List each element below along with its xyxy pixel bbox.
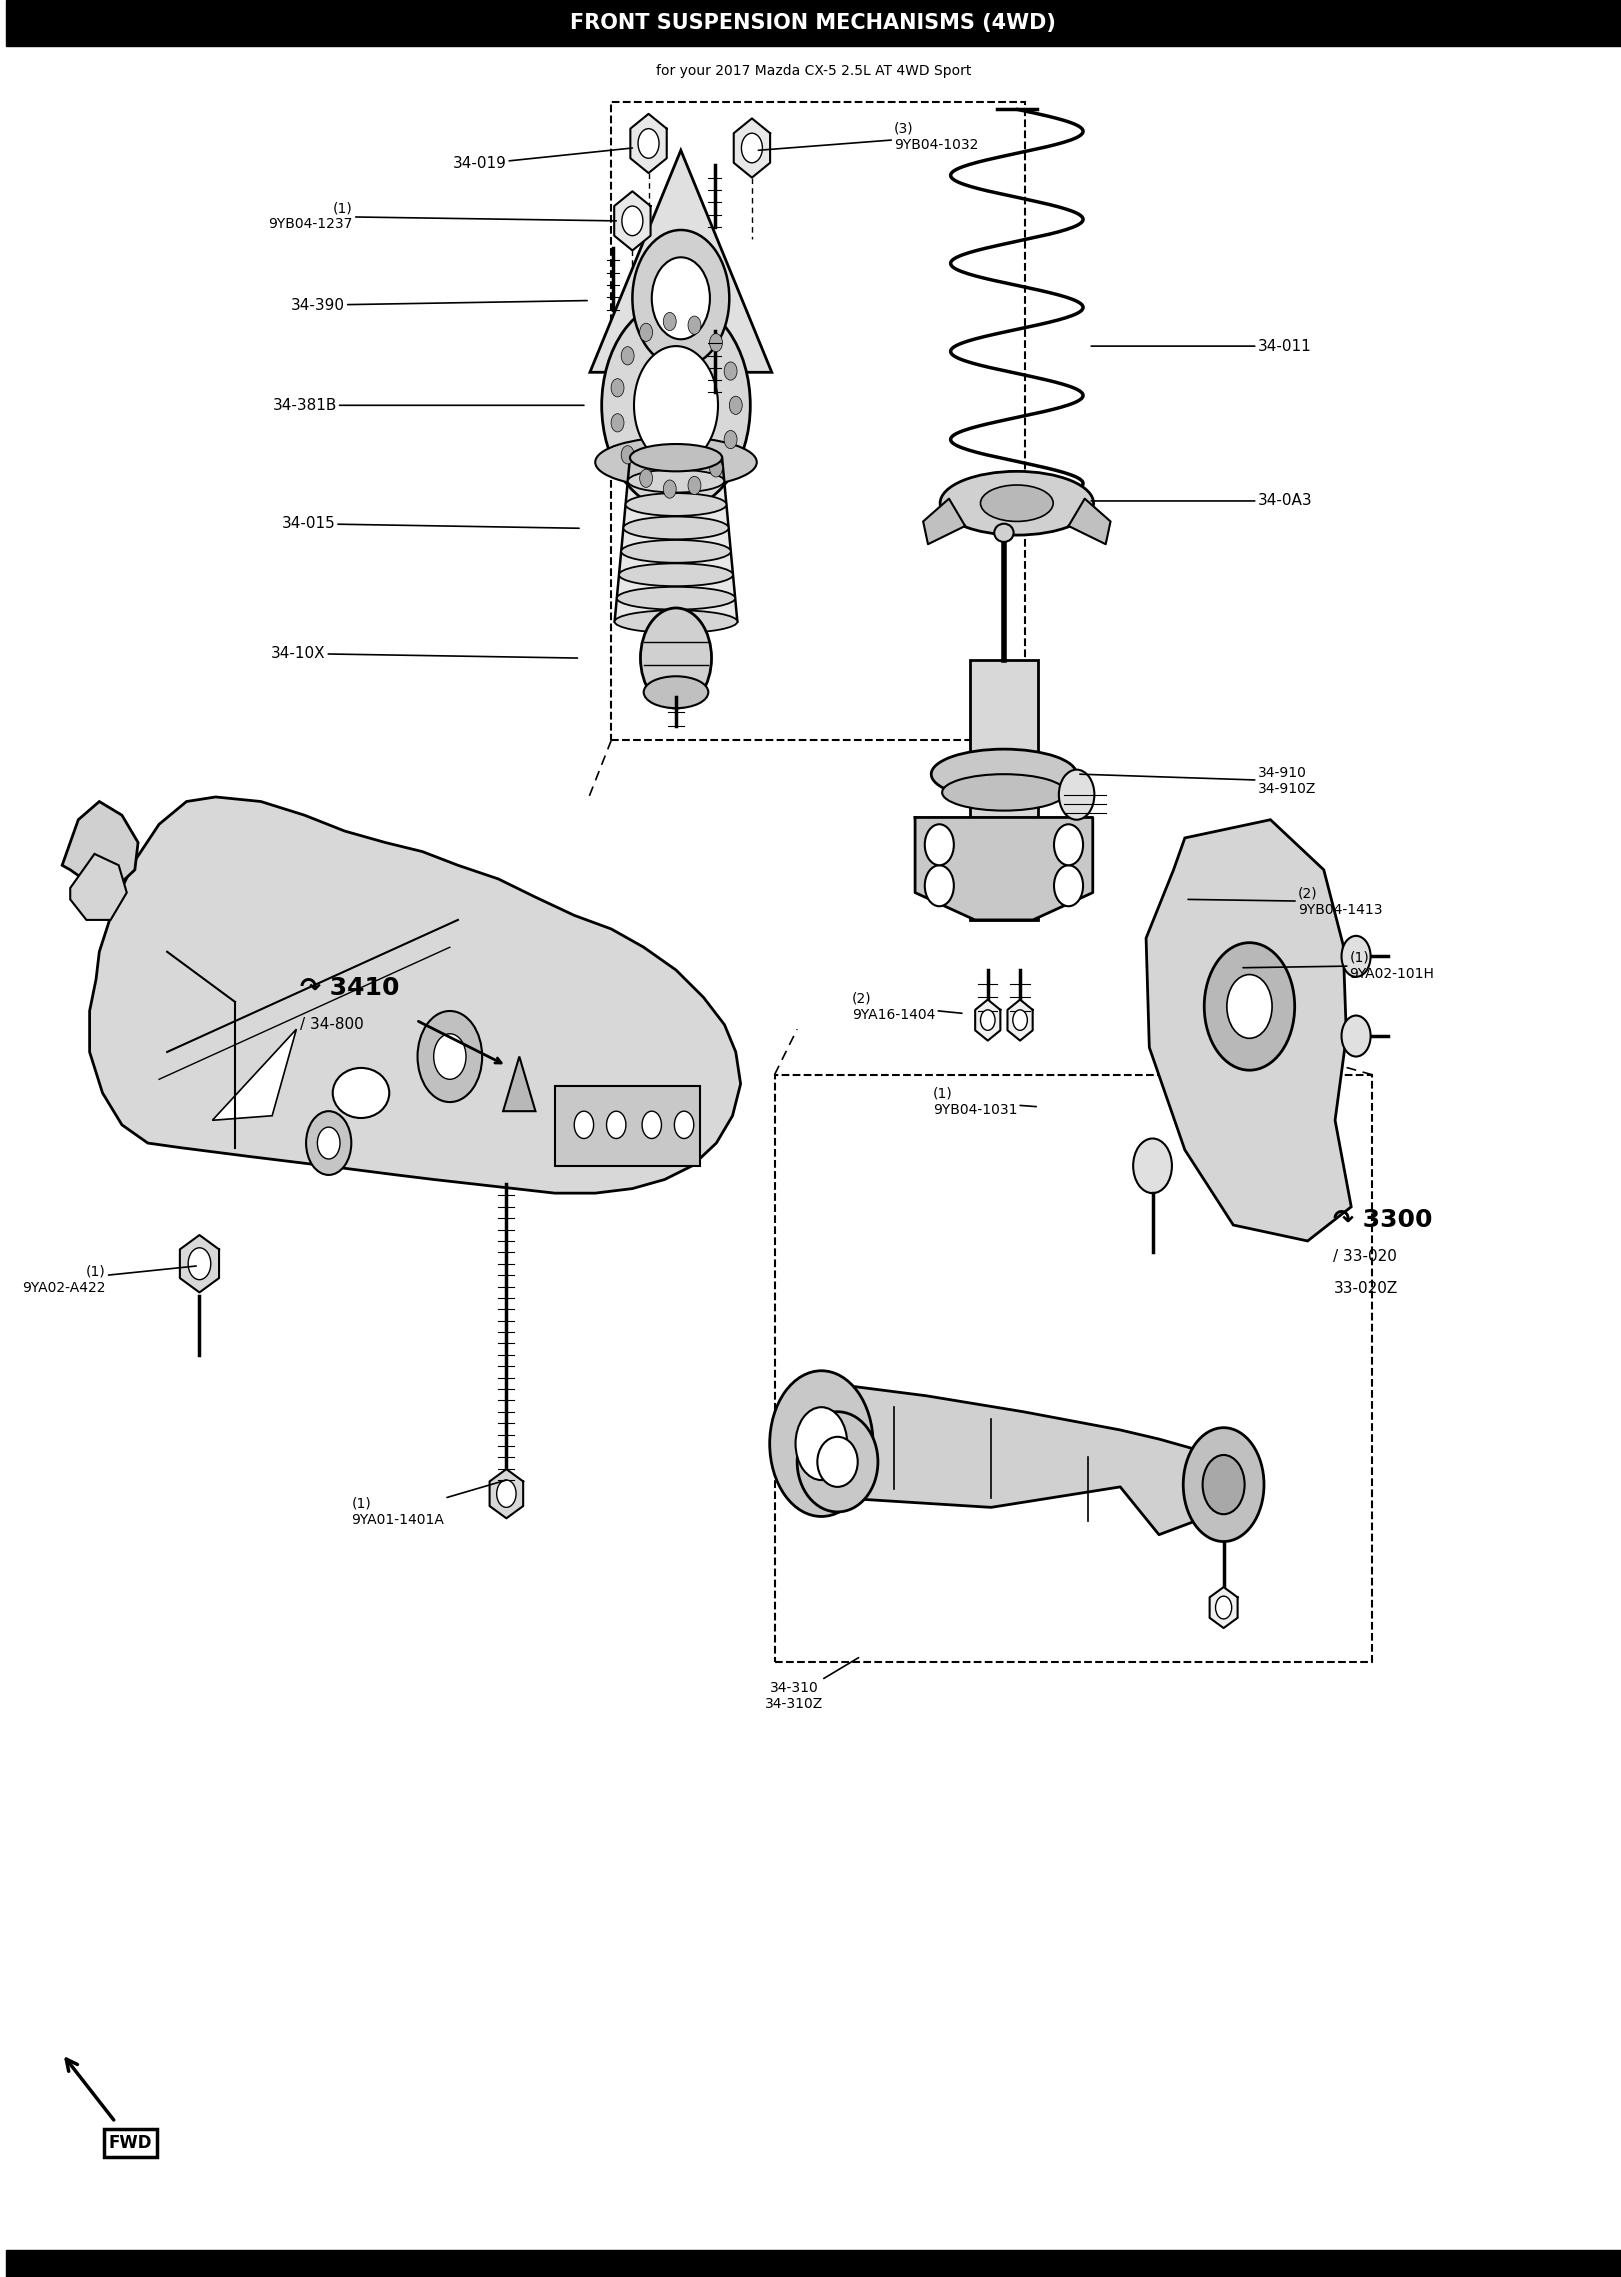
Text: FWD: FWD — [109, 2134, 152, 2152]
Circle shape — [611, 378, 624, 396]
Polygon shape — [70, 854, 126, 920]
Text: / 33-020: / 33-020 — [1334, 1250, 1397, 1264]
Text: 34-910
34-910Z: 34-910 34-910Z — [1080, 765, 1316, 797]
Ellipse shape — [627, 469, 725, 492]
Text: 34-10X: 34-10X — [271, 647, 577, 660]
Circle shape — [640, 608, 712, 708]
Ellipse shape — [332, 1068, 389, 1118]
Text: 34-390: 34-390 — [290, 298, 587, 312]
Text: 34-011: 34-011 — [1091, 339, 1311, 353]
Bar — [5, 0, 1621, 46]
Circle shape — [796, 1407, 848, 1480]
Circle shape — [663, 480, 676, 499]
Circle shape — [1204, 943, 1295, 1070]
Ellipse shape — [618, 587, 736, 610]
Circle shape — [1013, 1011, 1028, 1029]
Ellipse shape — [930, 749, 1076, 799]
Circle shape — [611, 414, 624, 433]
Ellipse shape — [940, 471, 1094, 535]
Circle shape — [434, 1034, 465, 1079]
Circle shape — [1133, 1138, 1172, 1193]
Ellipse shape — [942, 774, 1065, 811]
Text: (1)
9YA02-A422: (1) 9YA02-A422 — [23, 1264, 196, 1296]
Text: (2)
9YA16-1404: (2) 9YA16-1404 — [853, 990, 961, 1022]
Circle shape — [640, 323, 653, 342]
Polygon shape — [180, 1234, 219, 1293]
Polygon shape — [814, 1384, 1240, 1535]
Ellipse shape — [626, 494, 726, 517]
Text: 34-381B: 34-381B — [272, 398, 584, 412]
Bar — [969, 660, 1037, 920]
Circle shape — [770, 1371, 874, 1516]
Circle shape — [710, 335, 723, 353]
Polygon shape — [62, 802, 138, 888]
Polygon shape — [212, 1029, 297, 1120]
Circle shape — [621, 446, 634, 465]
Text: (1)
9YA02-101H: (1) 9YA02-101H — [1243, 950, 1435, 981]
Text: (2)
9YB04-1413: (2) 9YB04-1413 — [1188, 886, 1383, 918]
Bar — [5, 2250, 1621, 2277]
Polygon shape — [916, 817, 1093, 920]
Text: (1)
9YB04-1031: (1) 9YB04-1031 — [932, 1086, 1036, 1118]
Text: / 34-800: / 34-800 — [300, 1018, 363, 1031]
Polygon shape — [503, 1057, 535, 1111]
Circle shape — [639, 128, 660, 159]
Circle shape — [632, 230, 729, 367]
Polygon shape — [1068, 499, 1110, 544]
Circle shape — [1203, 1455, 1245, 1514]
Polygon shape — [614, 191, 650, 250]
Circle shape — [924, 824, 953, 865]
Circle shape — [924, 865, 953, 906]
Text: 34-015: 34-015 — [282, 517, 579, 531]
Circle shape — [622, 207, 644, 237]
Ellipse shape — [614, 610, 738, 633]
Circle shape — [725, 430, 738, 449]
Circle shape — [306, 1111, 352, 1175]
Circle shape — [1342, 936, 1371, 977]
Polygon shape — [590, 150, 772, 371]
Circle shape — [725, 362, 738, 380]
Circle shape — [1183, 1428, 1264, 1542]
Circle shape — [621, 346, 634, 364]
Circle shape — [687, 317, 700, 335]
Circle shape — [642, 1111, 661, 1138]
Text: (3)
9YB04-1032: (3) 9YB04-1032 — [759, 121, 979, 153]
Circle shape — [1054, 824, 1083, 865]
Circle shape — [634, 346, 718, 465]
Polygon shape — [1209, 1587, 1237, 1628]
Circle shape — [674, 1111, 694, 1138]
Circle shape — [318, 1127, 340, 1159]
Polygon shape — [1008, 1000, 1033, 1041]
Ellipse shape — [631, 444, 721, 471]
Circle shape — [601, 301, 751, 510]
Polygon shape — [631, 114, 666, 173]
Polygon shape — [490, 1469, 524, 1519]
Ellipse shape — [621, 540, 731, 562]
Text: 34-0A3: 34-0A3 — [1091, 494, 1311, 508]
Polygon shape — [614, 458, 738, 622]
Polygon shape — [922, 499, 964, 544]
Polygon shape — [1146, 820, 1352, 1241]
Circle shape — [1342, 1016, 1371, 1057]
Text: FRONT SUSPENSION MECHANISMS (4WD): FRONT SUSPENSION MECHANISMS (4WD) — [571, 14, 1057, 32]
Text: 34-310
34-310Z: 34-310 34-310Z — [765, 1658, 859, 1712]
Polygon shape — [734, 118, 770, 178]
Circle shape — [606, 1111, 626, 1138]
Circle shape — [663, 312, 676, 330]
Circle shape — [652, 257, 710, 339]
Text: (1)
9YA01-1401A: (1) 9YA01-1401A — [352, 1480, 506, 1528]
Text: (1)
9YB04-1237: (1) 9YB04-1237 — [269, 200, 616, 232]
Ellipse shape — [981, 485, 1054, 521]
Ellipse shape — [631, 446, 721, 469]
Circle shape — [496, 1480, 515, 1507]
Text: ↷ 3410: ↷ 3410 — [300, 977, 399, 1000]
Circle shape — [574, 1111, 593, 1138]
Circle shape — [1054, 865, 1083, 906]
Text: ↷ 3300: ↷ 3300 — [1334, 1209, 1433, 1232]
Text: 34-019: 34-019 — [452, 148, 632, 171]
Circle shape — [741, 132, 762, 162]
Polygon shape — [89, 797, 741, 1193]
Circle shape — [710, 458, 723, 476]
Circle shape — [640, 469, 653, 487]
Circle shape — [188, 1248, 211, 1280]
